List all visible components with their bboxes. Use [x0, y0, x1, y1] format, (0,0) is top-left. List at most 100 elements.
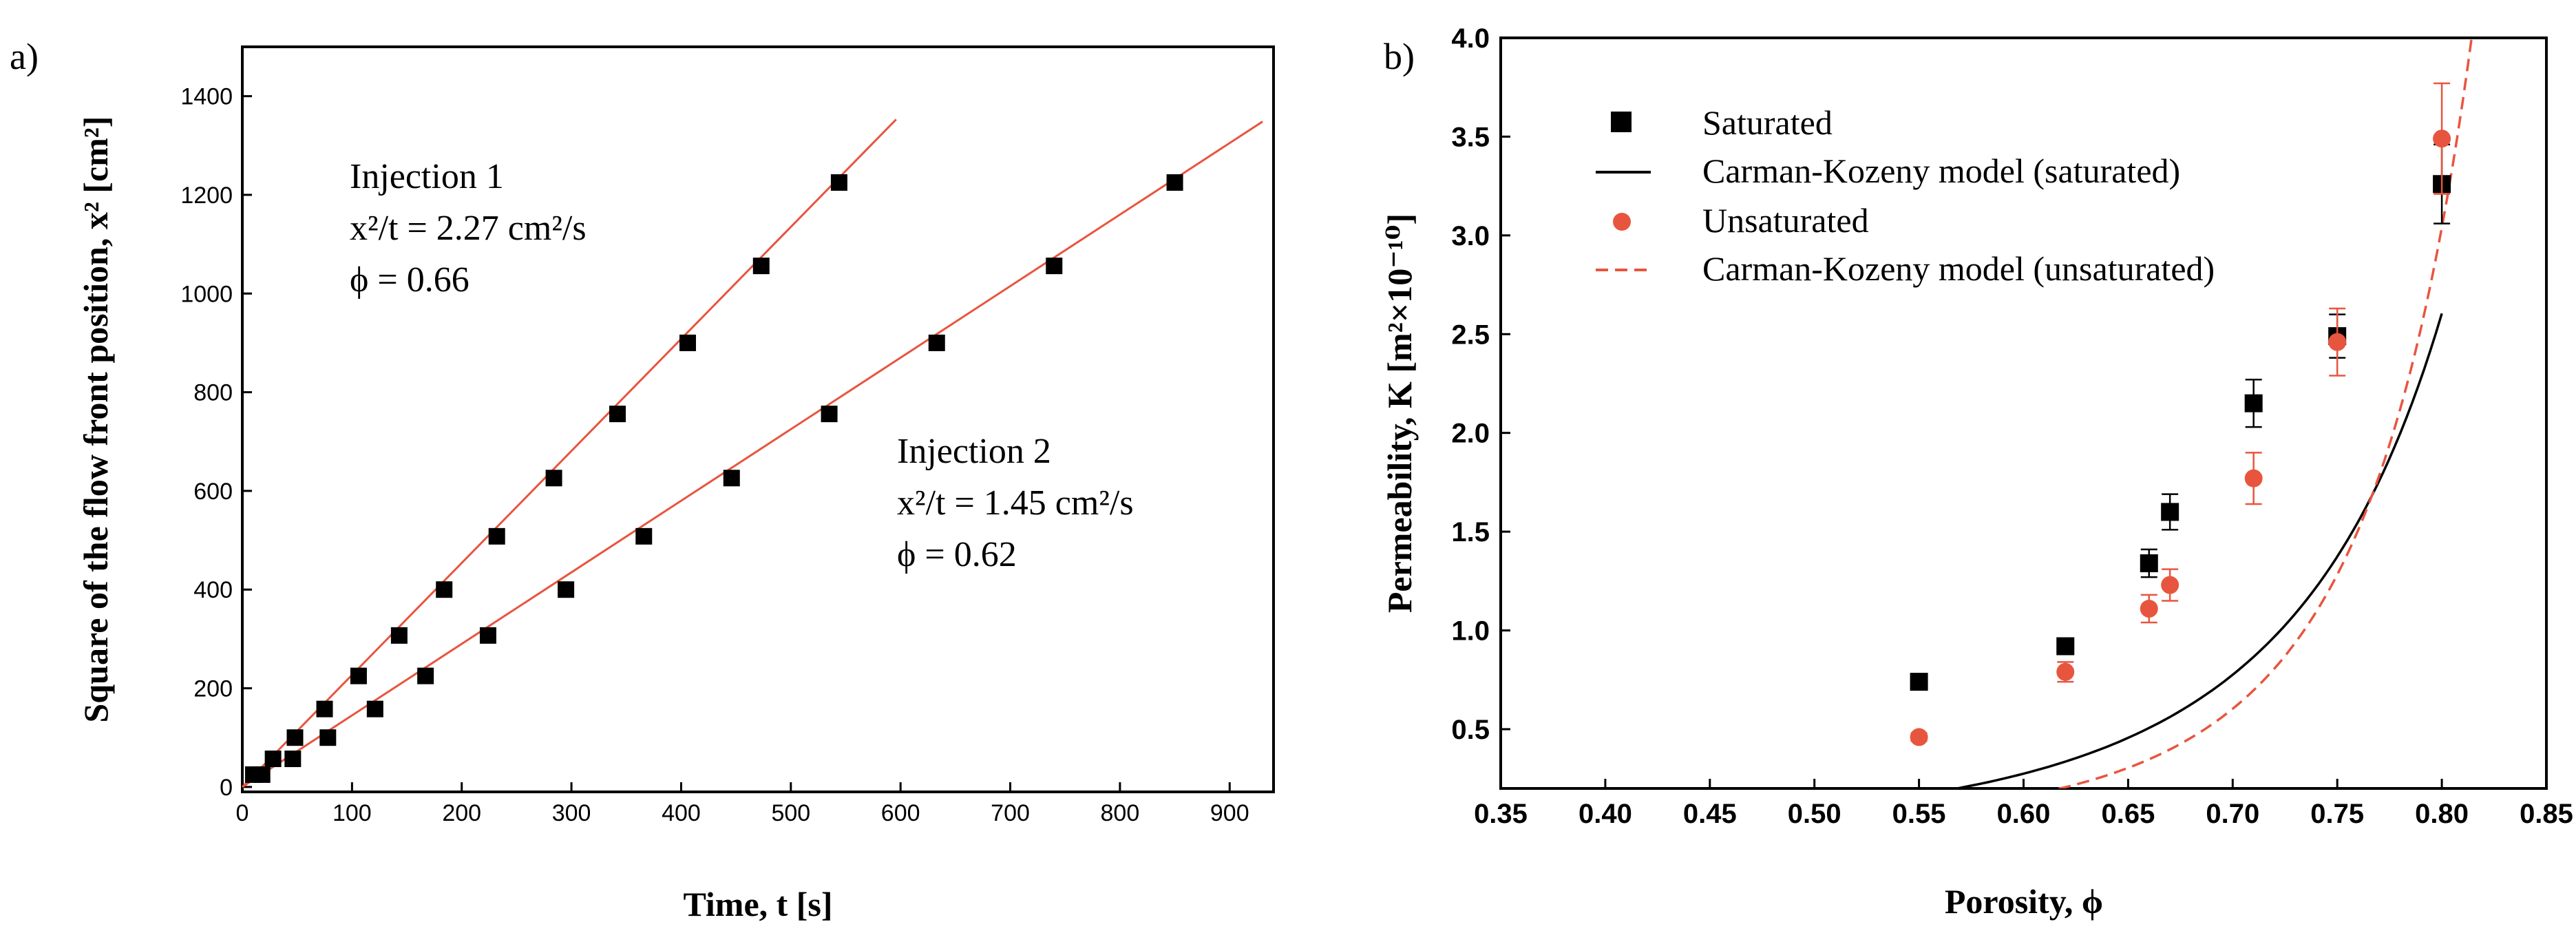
injection-2-point [723, 470, 740, 487]
injection-2-annotation: Injection 2 x²/t = 1.45 cm²/s ϕ = 0.62 [897, 432, 1134, 574]
panel-b-legend: Saturated Carman-Kozeny model (saturated… [1596, 103, 2215, 288]
injection-1-point [609, 406, 626, 423]
a-y-tick-label: 200 [193, 676, 233, 702]
panel-b-x-axis-title: Porosity, ϕ [1945, 882, 2103, 921]
injection-2-point [319, 729, 337, 746]
panel-a-y-axis-title: Square of the flow front position, x² [c… [76, 116, 115, 723]
injection-2-point [1046, 258, 1063, 275]
a-x-tick-label: 700 [991, 800, 1030, 826]
panel-b-frame [1499, 36, 2548, 790]
injection-1-point [830, 174, 847, 191]
b-x-tick-label: 0.55 [1892, 799, 1946, 829]
b-y-tick-label: 3.5 [1451, 122, 1490, 152]
b-x-tick-label: 0.40 [1579, 799, 1632, 829]
unsaturated-point [2328, 333, 2347, 351]
injection-1-point [390, 627, 408, 644]
a-x-tick-label: 600 [881, 800, 920, 826]
b-x-tick-label: 0.60 [1997, 799, 2051, 829]
injection-2-point [366, 700, 383, 718]
injection-2-point [1166, 174, 1183, 191]
legend-unsaturated-marker [1613, 213, 1631, 231]
panel-b-y-ticks: 0.5 1.0 1.5 2.0 2.5 3.0 3.5 4.0 [1451, 23, 1510, 745]
unsaturated-point [2244, 469, 2263, 488]
injection-1-point [286, 729, 304, 746]
injection-1-point [436, 581, 453, 598]
b-x-tick-label: 0.35 [1474, 799, 1528, 829]
a-x-tick-label: 300 [552, 800, 591, 826]
a-x-tick-label: 900 [1210, 800, 1249, 826]
b-x-tick-label: 0.45 [1683, 799, 1737, 829]
b-y-tick-label: 2.5 [1451, 320, 1490, 350]
panel-a-y-ticks: 0 200 400 600 800 1000 1200 1400 [180, 84, 252, 801]
a-x-tick-label: 200 [442, 800, 481, 826]
panel-b-model-curves [1950, 38, 2473, 788]
injection-1-annotation: Injection 1 x²/t = 2.27 cm²/s ϕ = 0.66 [350, 157, 587, 300]
fit-line-injection-2 [242, 121, 1263, 788]
panel-b-y-axis-title: Permeability, K [m²×10⁻¹⁰] [1380, 213, 1419, 613]
a-x-tick-label: 500 [771, 800, 810, 826]
injection-1-point [350, 667, 367, 684]
injection-1-point [679, 334, 697, 351]
injection-1-title: Injection 1 [350, 157, 504, 196]
b-x-tick-label: 0.85 [2520, 799, 2573, 829]
panel-a-data-points [244, 174, 1183, 783]
panel-b-porosity-chart: b) 0.35 0.40 0.45 0.50 0.55 0.60 0.65 0.70 0.75 0… [1380, 23, 2573, 921]
panel-a-label: a) [10, 36, 39, 77]
b-x-tick-label: 0.75 [2310, 799, 2364, 829]
injection-2-rate: x²/t = 1.45 cm²/s [897, 483, 1134, 523]
injection-1-point [264, 750, 282, 767]
injection-1-point [316, 700, 333, 718]
legend-unsaturated-label: Unsaturated [1702, 201, 1869, 240]
legend-saturated-marker [1611, 112, 1632, 132]
a-y-tick-label: 1400 [180, 84, 233, 110]
injection-1-point [752, 258, 770, 275]
panel-a-x-axis-title: Time, t [s] [683, 885, 832, 923]
legend-ck-unsaturated-label: Carman-Kozeny model (unsaturated) [1702, 249, 2215, 288]
a-x-tick-label: 800 [1101, 800, 1140, 826]
panel-b-label: b) [1384, 36, 1415, 77]
b-y-tick-label: 2.0 [1451, 419, 1490, 449]
injection-2-point [821, 406, 838, 423]
b-y-tick-label: 1.5 [1451, 517, 1490, 547]
a-y-tick-label: 600 [193, 479, 233, 505]
legend-ck-saturated-label: Carman-Kozeny model (saturated) [1702, 151, 2180, 190]
saturated-point [2056, 637, 2075, 656]
injection-2-point [479, 627, 496, 644]
a-y-tick-label: 1200 [180, 182, 233, 209]
a-y-tick-label: 800 [193, 380, 233, 406]
panel-a-time-chart: a) 0 100 200 300 400 500 600 700 800 900 0 200 400 6… [10, 36, 1275, 923]
saturated-point [2244, 394, 2263, 412]
a-y-tick-label: 0 [220, 775, 233, 801]
panel-a-frame [241, 45, 1275, 793]
unsaturated-point [1910, 728, 1928, 746]
unsaturated-point [2056, 662, 2075, 681]
b-y-tick-label: 0.5 [1451, 715, 1490, 745]
panel-a-x-ticks: 0 100 200 300 400 500 600 700 800 900 [236, 782, 1249, 826]
a-y-tick-label: 1000 [180, 281, 233, 307]
a-x-tick-label: 100 [332, 800, 372, 826]
saturated-point [2161, 503, 2179, 521]
b-x-tick-label: 0.50 [1788, 799, 1841, 829]
injection-1-porosity: ϕ = 0.66 [350, 260, 469, 300]
injection-2-point [284, 750, 302, 767]
b-y-tick-label: 3.0 [1451, 221, 1490, 251]
injection-2-point [417, 667, 434, 684]
ck-unsaturated-curve [2055, 38, 2473, 788]
injection-1-point [488, 527, 505, 545]
a-x-tick-label: 400 [662, 800, 701, 826]
injection-2-point [928, 334, 945, 351]
panel-b-data-points [1910, 82, 2451, 746]
b-x-tick-label: 0.65 [2101, 799, 2155, 829]
unsaturated-point [2433, 129, 2451, 148]
unsaturated-point [2140, 599, 2158, 618]
injection-2-porosity: ϕ = 0.62 [897, 535, 1017, 574]
injection-1-point [545, 470, 562, 487]
injection-2-point [558, 581, 575, 598]
b-y-tick-label: 4.0 [1451, 23, 1490, 54]
b-x-tick-label: 0.70 [2206, 799, 2259, 829]
panel-b-x-ticks: 0.35 0.40 0.45 0.50 0.55 0.60 0.65 0.70 0.75 0.80… [1474, 779, 2573, 829]
b-y-tick-label: 1.0 [1451, 616, 1490, 647]
injection-2-point [253, 766, 271, 783]
injection-1-rate: x²/t = 2.27 cm²/s [350, 209, 587, 248]
